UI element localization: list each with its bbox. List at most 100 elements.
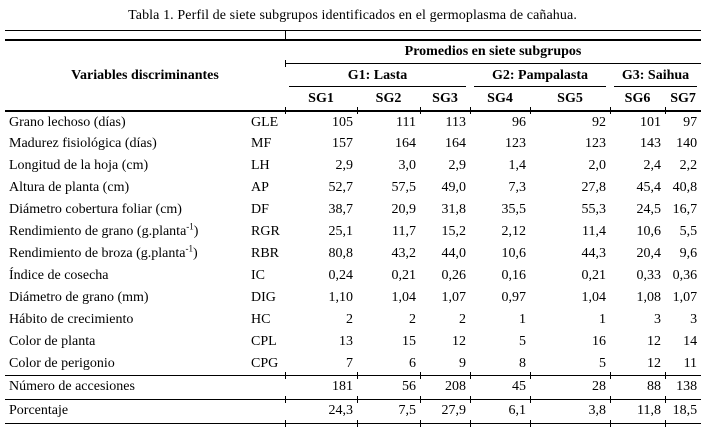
value-cell: 2,4 (643, 158, 662, 173)
variable-name: Hábito de crecimiento (5, 309, 243, 331)
value-cell: 6 (357, 353, 421, 379)
variable-abbr: AP (251, 180, 269, 195)
value-cell: 97 (683, 114, 698, 130)
variable-text: Hábito de crecimiento (9, 312, 134, 327)
value-cell: 44,0 (441, 246, 467, 261)
value-cell: 8 (470, 353, 531, 379)
variable-name: Rendimiento de broza (g.planta-1) (5, 243, 243, 265)
variable-text: Diámetro de grano (mm) (9, 290, 149, 305)
variable-name: Altura de planta (cm) (5, 177, 243, 199)
variable-abbr: MF (251, 136, 272, 151)
value-cell: 2,9 (448, 158, 467, 173)
value-cell: 3 (690, 312, 698, 327)
table-caption: Tabla 1. Perfil de siete subgrupos ident… (128, 8, 577, 23)
value-cell: 7 (285, 353, 358, 379)
header-row-groups: G1: Lasta G2: Pampalasta G3: Saihua (5, 63, 701, 87)
header-row-subgroups: SG1 SG2 SG3 SG4 SG5 SG6 SG7 (5, 87, 702, 114)
variables-column-header: Variables discriminantes (5, 40, 285, 112)
summary-row-accesiones: Número de accesiones 181 56 208 45 28 88… (5, 375, 702, 402)
value-cell: 18,5 (665, 399, 702, 424)
value-cell: 12 (610, 353, 666, 379)
value-cell: 20,9 (391, 202, 417, 217)
variable-text: Madurez fisiológica (días) (9, 136, 157, 151)
subgroup-header-sg6: SG6 (610, 87, 666, 114)
variable-text: Longitud de la hoja (cm) (9, 158, 149, 173)
value-cell: 0,36 (672, 268, 698, 283)
variable-name: Índice de cosecha (5, 265, 243, 287)
value-cell: 40,8 (672, 180, 698, 195)
value-cell: 96 (512, 114, 526, 130)
value-cell: 1,07 (441, 290, 467, 305)
value-cell: 15,2 (441, 224, 467, 239)
value-cell: 7,5 (357, 399, 421, 426)
table-row: Longitud de la hoja (cm) LH 2,9 3,0 2,9 … (5, 155, 701, 177)
value-cell: 9 (420, 353, 471, 379)
value-cell: 113 (445, 114, 466, 130)
variable-abbr: DF (251, 202, 269, 217)
value-cell: 0,33 (636, 268, 662, 283)
table-row: Rendimiento de grano (g.planta-1) RGR 25… (5, 221, 701, 243)
value-cell: 2,9 (335, 158, 354, 173)
variable-name: Diámetro cobertura foliar (cm) (5, 199, 243, 221)
header-row-promedios: Variables discriminantes Promedios en si… (5, 40, 702, 112)
value-cell: 45 (470, 375, 531, 402)
value-cell: 0,21 (391, 268, 417, 283)
subgroup-header-sg1: SG1 (285, 87, 358, 114)
variable-abbr: RGR (251, 224, 280, 239)
value-cell: 111 (396, 114, 416, 130)
variable-name: Diámetro de grano (mm) (5, 287, 243, 309)
variable-name: Grano lechoso (días) (5, 111, 243, 133)
value-cell: 0,16 (501, 268, 527, 283)
value-cell: 16 (592, 334, 606, 349)
table-row: Diámetro cobertura foliar (cm) DF 38,7 2… (5, 199, 701, 221)
outer-top-rule (5, 30, 701, 40)
variable-text: Rendimiento de broza (g.planta (9, 246, 186, 261)
value-cell: 123 (505, 136, 526, 151)
value-cell: 1,04 (581, 290, 607, 305)
value-cell: 15 (402, 334, 416, 349)
table-row: Rendimiento de broza (g.planta-1) RBR 80… (5, 243, 701, 265)
value-cell: 105 (332, 114, 353, 130)
variable-abbr: DIG (251, 290, 276, 305)
value-cell: 2 (409, 312, 416, 327)
value-cell: 3,8 (530, 399, 611, 426)
value-cell: 0,97 (501, 290, 527, 305)
variable-text: Rendimiento de grano (g.planta (9, 224, 187, 239)
value-cell: 57,5 (391, 180, 417, 195)
variable-superscript: -1 (186, 221, 194, 232)
group-header-g1: G1: Lasta (285, 63, 470, 87)
value-cell: 0,26 (441, 268, 467, 283)
summary-label: Porcentaje (5, 399, 286, 426)
table-row: Madurez fisiológica (días) MF 157 164 16… (5, 133, 701, 155)
value-cell: 27,8 (581, 180, 607, 195)
value-cell: 10,6 (501, 246, 527, 261)
variable-abbr: IC (251, 268, 265, 283)
variable-name: Madurez fisiológica (días) (5, 133, 243, 155)
value-cell: 52,7 (328, 180, 354, 195)
value-cell: 27,9 (420, 399, 471, 426)
variable-superscript: -1 (185, 243, 194, 254)
value-cell: 6,1 (470, 399, 531, 426)
value-cell: 11,4 (582, 224, 606, 239)
subgroup-header-sg7: SG7 (665, 87, 702, 112)
value-cell: 3,0 (398, 158, 417, 173)
value-cell: 11,7 (392, 224, 416, 239)
value-cell: 1,07 (672, 290, 698, 305)
value-cell: 2,0 (588, 158, 607, 173)
value-cell: 28 (530, 375, 611, 402)
variable-text: Color de planta (9, 334, 96, 349)
value-cell: 3 (654, 312, 661, 327)
subgroup-header-sg3: SG3 (420, 87, 471, 114)
table-row: Altura de planta (cm) AP 52,7 57,5 49,0 … (5, 177, 701, 199)
value-cell: 12 (452, 334, 466, 349)
value-cell: 35,5 (501, 202, 527, 217)
variable-name: Color de perigonio (5, 353, 243, 376)
value-cell: 56 (357, 375, 421, 402)
variable-text: Índice de cosecha (9, 268, 109, 283)
summary-row-porcentaje: Porcentaje 24,3 7,5 27,9 6,1 3,8 11,8 18… (5, 399, 702, 426)
group-g1-label: G1: Lasta (289, 64, 466, 87)
variable-abbr: CPG (243, 353, 286, 379)
value-cell: 1 (599, 312, 606, 327)
value-cell: 138 (665, 375, 702, 400)
value-cell: 2,12 (501, 224, 527, 239)
